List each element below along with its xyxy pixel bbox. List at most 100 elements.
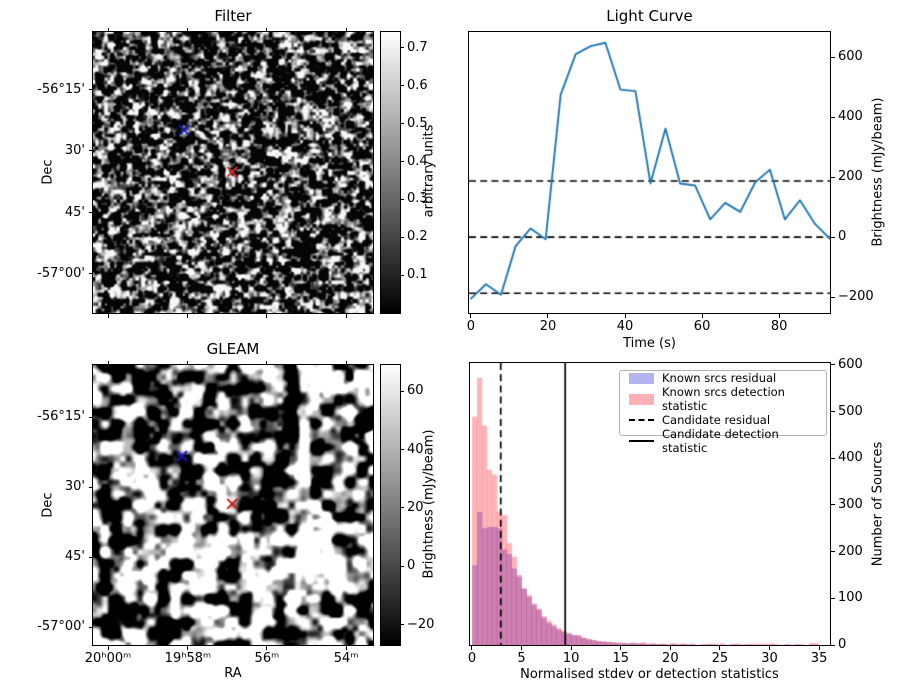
light-curve-y-axis-label: Brightness (mJy/beam) xyxy=(870,97,886,247)
histogram-y-tick-label: 600 xyxy=(838,356,863,372)
legend-label: Known srcs detection statistic xyxy=(662,385,785,413)
tick-mark xyxy=(831,236,835,238)
legend-label: Candidate detection statistic xyxy=(662,427,779,455)
tick-mark xyxy=(187,646,189,650)
dashed-line-swatch xyxy=(629,419,654,421)
filter-y-tick-label: -57°00' xyxy=(37,265,85,281)
light-curve-y-tick-label: 600 xyxy=(838,49,863,65)
histogram-x-tick-label: 0 xyxy=(467,651,477,666)
tick-mark xyxy=(400,236,404,238)
tick-mark xyxy=(769,646,770,650)
light-curve-line-chart xyxy=(469,32,830,313)
tick-mark xyxy=(831,597,835,599)
gleam-colorbar xyxy=(380,364,401,646)
tick-mark xyxy=(400,390,404,392)
tick-mark xyxy=(400,161,404,163)
tick-mark xyxy=(345,646,347,650)
tick-mark xyxy=(521,646,523,650)
gleam-y-tick-label: 30' xyxy=(64,479,85,495)
light-curve-x-tick-label: 20 xyxy=(539,319,557,334)
filter-plot-area xyxy=(92,31,374,314)
histogram-x-tick-label: 25 xyxy=(711,651,729,666)
tick-mark xyxy=(400,624,404,626)
histogram-y-tick-label: 200 xyxy=(838,543,863,559)
light-curve-x-tick-label: 80 xyxy=(770,319,788,334)
tick-mark xyxy=(831,504,835,506)
tick-mark xyxy=(400,47,404,49)
histogram-x-axis-label: Normalised stdev or detection statistics xyxy=(520,667,779,682)
filter-colorbar-tick-label: 0.4 xyxy=(407,153,428,169)
tick-mark xyxy=(88,556,92,558)
filter-y-tick-label: 30' xyxy=(64,142,85,158)
tick-mark xyxy=(187,27,189,31)
filter-y-axis-label: Dec xyxy=(40,159,56,185)
filter-colorbar-tick-label: 0.5 xyxy=(407,115,428,131)
gleam-colorbar-tick-label: −20 xyxy=(407,616,435,632)
light-curve-x-tick-label: 40 xyxy=(616,319,634,334)
tick-mark xyxy=(831,364,835,366)
histogram-x-tick-label: 5 xyxy=(517,651,526,666)
light-curve-panel-title: Light Curve xyxy=(606,7,693,25)
histogram-y-tick-label: 500 xyxy=(838,403,863,419)
tick-mark xyxy=(88,486,92,488)
filter-y-tick-label: 45' xyxy=(64,204,85,220)
tick-mark xyxy=(187,360,189,364)
tick-mark xyxy=(831,457,835,459)
histogram-x-tick-label: 35 xyxy=(810,651,828,666)
tick-mark xyxy=(831,296,835,298)
filter-colorbar xyxy=(380,31,401,314)
tick-mark xyxy=(471,646,473,650)
gleam-y-tick-label: 45' xyxy=(64,549,85,565)
tick-mark xyxy=(400,274,404,276)
filter-colorbar-tick-label: 0.3 xyxy=(407,191,428,207)
tick-mark xyxy=(400,85,404,87)
filter-panel-title: Filter xyxy=(214,7,252,25)
gleam-x-tick-label: 19ʰ58ᵐ xyxy=(164,651,212,666)
tick-mark xyxy=(831,411,835,413)
tick-mark xyxy=(266,360,268,364)
gleam-noise-image xyxy=(93,365,373,645)
light-curve-x-axis-label: Time (s) xyxy=(623,336,676,351)
legend-item-candidate-residual: Candidate residual xyxy=(620,413,826,427)
tick-mark xyxy=(831,116,835,118)
light-curve-y-tick-label: 0 xyxy=(838,229,847,245)
histogram-y-tick-label: 300 xyxy=(838,496,863,512)
legend-item-candidate-detection-statistic: Candidate detection statistic xyxy=(620,427,826,455)
gleam-x-tick-label: 54ᵐ xyxy=(333,651,359,666)
gleam-colorbar-tick-label: 40 xyxy=(407,441,424,457)
tick-mark xyxy=(570,646,572,650)
tick-mark xyxy=(107,360,109,364)
gleam-colorbar-tick-label: 60 xyxy=(407,383,424,399)
gleam-y-axis-label: Dec xyxy=(40,492,56,518)
tick-mark xyxy=(88,212,92,214)
legend-label: Candidate residual xyxy=(662,413,771,427)
tick-mark xyxy=(400,565,404,567)
gleam-x-tick-label: 56ᵐ xyxy=(254,651,280,666)
tick-mark xyxy=(345,360,347,364)
tick-mark xyxy=(88,89,92,91)
gleam-y-tick-label: -56°15' xyxy=(37,409,85,425)
tick-mark xyxy=(547,314,549,318)
histogram-y-axis-label: Number of Sources xyxy=(870,441,886,567)
tick-mark xyxy=(400,123,404,125)
tick-mark xyxy=(88,416,92,418)
tick-mark xyxy=(831,551,835,553)
tick-mark xyxy=(88,626,92,628)
tick-mark xyxy=(266,646,268,650)
gleam-colorbar-tick-label: 0 xyxy=(407,558,416,574)
tick-mark xyxy=(266,27,268,31)
tick-mark xyxy=(831,644,835,646)
tick-mark xyxy=(624,314,626,318)
tick-mark xyxy=(620,646,622,650)
histogram-y-tick-label: 100 xyxy=(838,590,863,606)
tick-mark xyxy=(778,314,780,318)
filter-colorbar-tick-label: 0.6 xyxy=(407,77,428,93)
tick-mark xyxy=(187,314,189,318)
tick-mark xyxy=(107,646,109,650)
gleam-x-axis-label: RA xyxy=(224,666,242,681)
tick-mark xyxy=(400,507,404,509)
tick-mark xyxy=(88,150,92,152)
gleam-y-tick-label: -57°00' xyxy=(37,619,85,635)
tick-mark xyxy=(266,314,268,318)
legend-label: Known srcs residual xyxy=(662,371,777,385)
